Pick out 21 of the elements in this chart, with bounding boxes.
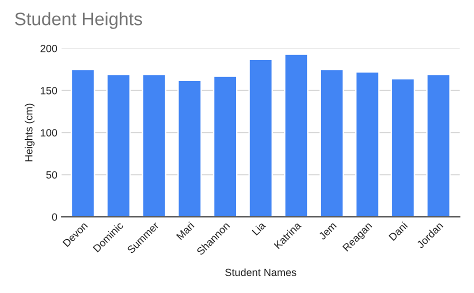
x-tick-label: Jem <box>318 222 337 240</box>
x-tick-label: Lia <box>251 220 266 236</box>
bar <box>142 74 166 217</box>
chart-title: Student Heights <box>15 12 142 29</box>
y-tick-label: 100 <box>40 129 58 136</box>
y-tick-label: 200 <box>40 44 58 52</box>
bar <box>212 75 238 217</box>
bar <box>177 80 202 217</box>
y-tick-label: 0 <box>52 213 58 221</box>
bar <box>426 74 451 217</box>
y-axis-title: Heights (cm) <box>24 104 35 162</box>
bar <box>70 68 96 217</box>
x-axis-title: Student Names <box>225 268 296 276</box>
y-tick-label: 150 <box>40 86 58 94</box>
bar <box>248 58 273 217</box>
y-tick-label: 50 <box>46 171 58 179</box>
bar <box>320 68 344 217</box>
bar <box>284 54 308 217</box>
bar <box>390 78 416 217</box>
bar <box>355 71 380 217</box>
bar <box>106 74 131 217</box>
